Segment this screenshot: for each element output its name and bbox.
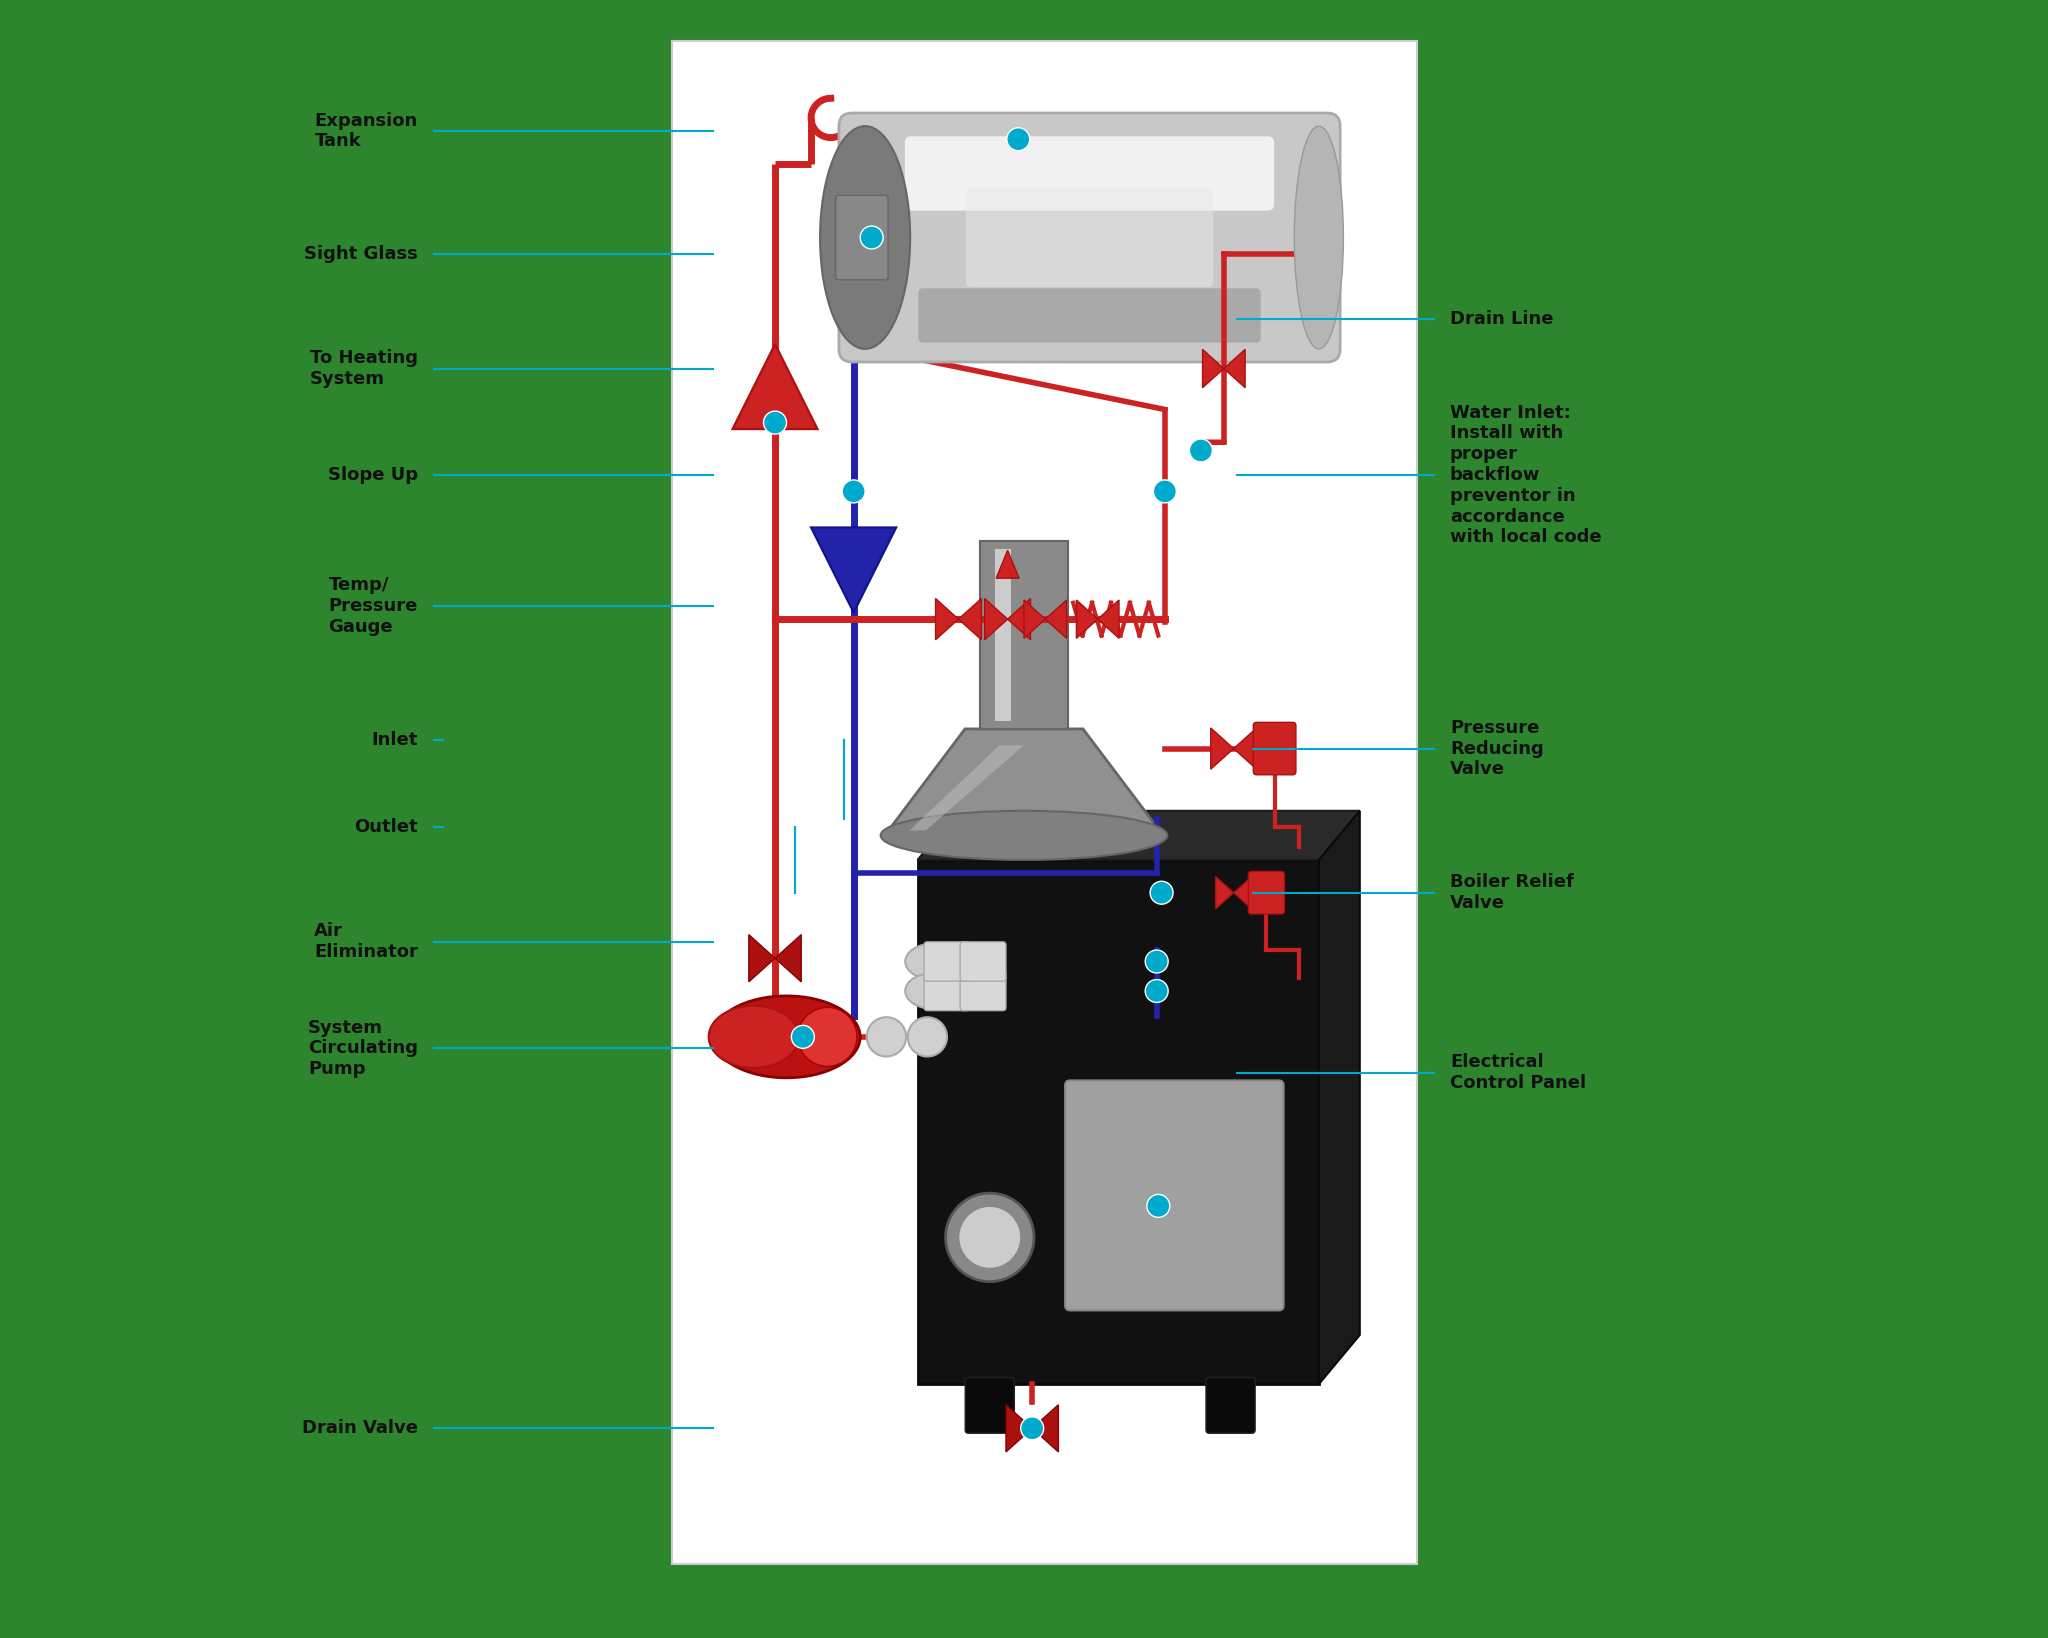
Ellipse shape xyxy=(819,126,909,349)
FancyBboxPatch shape xyxy=(924,971,971,1011)
FancyBboxPatch shape xyxy=(905,136,1274,211)
Circle shape xyxy=(1145,950,1167,973)
Polygon shape xyxy=(936,598,958,640)
Text: Drain Valve: Drain Valve xyxy=(301,1420,418,1437)
FancyBboxPatch shape xyxy=(1206,1378,1255,1433)
Polygon shape xyxy=(1008,598,1030,640)
Polygon shape xyxy=(1233,876,1251,909)
Polygon shape xyxy=(918,811,1360,860)
Circle shape xyxy=(1147,1194,1169,1217)
Polygon shape xyxy=(1217,876,1233,909)
Circle shape xyxy=(866,1017,905,1057)
Ellipse shape xyxy=(881,811,1167,860)
Text: To Heating
System: To Heating System xyxy=(309,349,418,388)
Ellipse shape xyxy=(709,1006,799,1068)
Ellipse shape xyxy=(905,973,963,1009)
Polygon shape xyxy=(1233,727,1257,770)
Text: Temp/
Pressure
Gauge: Temp/ Pressure Gauge xyxy=(328,577,418,636)
Circle shape xyxy=(860,226,883,249)
FancyBboxPatch shape xyxy=(995,549,1012,721)
Polygon shape xyxy=(1210,727,1233,770)
Polygon shape xyxy=(1024,600,1044,639)
FancyBboxPatch shape xyxy=(961,942,1006,981)
Circle shape xyxy=(946,1192,1034,1281)
FancyBboxPatch shape xyxy=(836,195,889,280)
Text: Inlet: Inlet xyxy=(371,732,418,749)
Text: Drain Line: Drain Line xyxy=(1450,311,1552,328)
FancyBboxPatch shape xyxy=(672,41,1417,1564)
Polygon shape xyxy=(958,598,981,640)
Circle shape xyxy=(1190,439,1212,462)
Polygon shape xyxy=(885,729,1163,835)
FancyBboxPatch shape xyxy=(840,113,1339,362)
Circle shape xyxy=(842,480,864,503)
Polygon shape xyxy=(1044,600,1067,639)
FancyBboxPatch shape xyxy=(961,971,1006,1011)
FancyBboxPatch shape xyxy=(965,1378,1014,1433)
Text: Slope Up: Slope Up xyxy=(328,467,418,483)
Polygon shape xyxy=(1225,349,1245,388)
Circle shape xyxy=(1020,1417,1044,1440)
FancyBboxPatch shape xyxy=(918,288,1262,342)
Circle shape xyxy=(1008,128,1030,151)
FancyBboxPatch shape xyxy=(1253,722,1296,775)
Text: Expansion
Tank: Expansion Tank xyxy=(315,111,418,151)
Polygon shape xyxy=(750,935,774,981)
Text: Water Inlet:
Install with
proper
backflow
preventor in
accordance
with local cod: Water Inlet: Install with proper backflo… xyxy=(1450,403,1602,547)
Polygon shape xyxy=(1006,1405,1032,1451)
Circle shape xyxy=(791,1025,815,1048)
Polygon shape xyxy=(733,344,817,429)
Polygon shape xyxy=(811,527,897,613)
Ellipse shape xyxy=(905,943,963,980)
Polygon shape xyxy=(985,598,1008,640)
Polygon shape xyxy=(1077,600,1098,639)
Polygon shape xyxy=(1032,1405,1059,1451)
Polygon shape xyxy=(1098,600,1118,639)
Polygon shape xyxy=(1319,811,1360,1384)
Ellipse shape xyxy=(1294,126,1343,349)
Text: Electrical
Control Panel: Electrical Control Panel xyxy=(1450,1053,1585,1093)
Text: Boiler Relief
Valve: Boiler Relief Valve xyxy=(1450,873,1573,912)
Text: Sight Glass: Sight Glass xyxy=(305,246,418,262)
FancyBboxPatch shape xyxy=(979,541,1069,729)
Text: Outlet: Outlet xyxy=(354,819,418,835)
FancyBboxPatch shape xyxy=(1249,871,1284,914)
Circle shape xyxy=(958,1206,1020,1268)
Circle shape xyxy=(1151,881,1174,904)
FancyBboxPatch shape xyxy=(967,188,1212,287)
Circle shape xyxy=(764,411,786,434)
FancyBboxPatch shape xyxy=(1065,1081,1284,1310)
Text: System
Circulating
Pump: System Circulating Pump xyxy=(307,1019,418,1078)
Circle shape xyxy=(799,1007,856,1066)
Text: Pressure
Reducing
Valve: Pressure Reducing Valve xyxy=(1450,719,1544,778)
FancyBboxPatch shape xyxy=(924,942,971,981)
Polygon shape xyxy=(909,745,1024,830)
Ellipse shape xyxy=(713,996,860,1078)
Circle shape xyxy=(1145,980,1167,1002)
Circle shape xyxy=(907,1017,946,1057)
FancyBboxPatch shape xyxy=(918,860,1319,1384)
Text: Air
Eliminator: Air Eliminator xyxy=(313,922,418,962)
Polygon shape xyxy=(995,550,1020,578)
Polygon shape xyxy=(774,935,801,981)
Circle shape xyxy=(1153,480,1176,503)
Polygon shape xyxy=(1202,349,1225,388)
